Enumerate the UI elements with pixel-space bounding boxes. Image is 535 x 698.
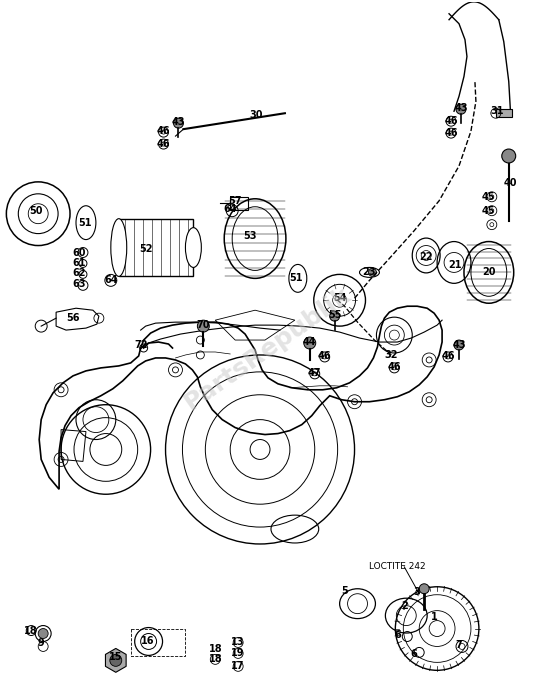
Text: 62: 62 [72,269,86,279]
Text: 46: 46 [318,351,332,361]
Text: 13: 13 [232,637,245,648]
Circle shape [135,628,163,655]
Text: 18: 18 [25,625,38,636]
Text: LOCTITE 242: LOCTITE 242 [369,563,426,572]
Circle shape [141,634,157,649]
Text: 22: 22 [419,253,433,262]
Text: 40: 40 [504,178,517,188]
Text: 51: 51 [289,274,303,283]
Text: 56: 56 [66,313,80,323]
Text: 64: 64 [104,275,118,285]
Circle shape [456,104,466,114]
Text: 44: 44 [303,337,317,347]
Ellipse shape [289,265,307,292]
Text: 64: 64 [224,204,237,214]
Bar [496,110,511,117]
Circle shape [110,655,122,667]
Text: 32: 32 [385,350,398,360]
Text: 2: 2 [401,601,408,611]
Text: 45: 45 [482,192,495,202]
Text: 31: 31 [490,106,503,117]
Text: 47: 47 [308,368,322,378]
Text: 53: 53 [243,230,257,241]
Text: 5: 5 [341,586,348,595]
Text: 57: 57 [228,195,242,206]
Text: 51: 51 [78,218,91,228]
Circle shape [419,584,429,594]
Text: 46: 46 [444,128,458,138]
Bar [119,218,193,276]
Text: 54: 54 [333,293,346,303]
Text: 43: 43 [452,340,466,350]
Text: 55: 55 [328,310,341,320]
Text: 23: 23 [363,267,376,277]
Text: 63: 63 [72,279,86,290]
Polygon shape [105,648,126,672]
Text: 18: 18 [209,644,222,655]
Text: 6: 6 [394,630,401,639]
Circle shape [369,269,377,276]
Ellipse shape [186,228,201,267]
Text: 61: 61 [72,258,86,269]
Text: 18: 18 [209,655,222,664]
Text: 1: 1 [431,611,438,622]
Text: 70: 70 [196,320,210,330]
Circle shape [304,337,316,349]
Circle shape [454,340,464,350]
Text: 16: 16 [141,637,155,646]
Bar [230,197,248,209]
Text: 19: 19 [232,648,245,658]
Text: 6: 6 [411,649,418,660]
Circle shape [502,149,516,163]
Text: 46: 46 [441,351,455,361]
Text: 17: 17 [232,661,245,671]
Text: 46: 46 [157,126,170,136]
Text: 43: 43 [454,103,468,113]
Circle shape [197,320,209,332]
Text: 3: 3 [414,587,421,597]
Text: 20: 20 [482,267,495,277]
Circle shape [330,311,340,321]
Text: 46: 46 [157,139,170,149]
Text: 30: 30 [249,110,263,120]
Text: 52: 52 [139,244,152,253]
Text: PartsRepublik: PartsRepublik [180,283,355,415]
Text: 7: 7 [456,641,462,651]
Text: 21: 21 [448,260,462,270]
Text: 50: 50 [29,206,43,216]
Text: 15: 15 [109,653,123,662]
Circle shape [173,118,184,128]
Text: 43: 43 [172,117,185,127]
Circle shape [38,628,48,639]
Ellipse shape [111,218,127,276]
Text: 46: 46 [387,362,401,372]
Text: 45: 45 [482,206,495,216]
Text: 60: 60 [72,248,86,258]
Text: 46: 46 [444,116,458,126]
Text: 72: 72 [134,340,148,350]
Text: 9: 9 [38,639,44,648]
